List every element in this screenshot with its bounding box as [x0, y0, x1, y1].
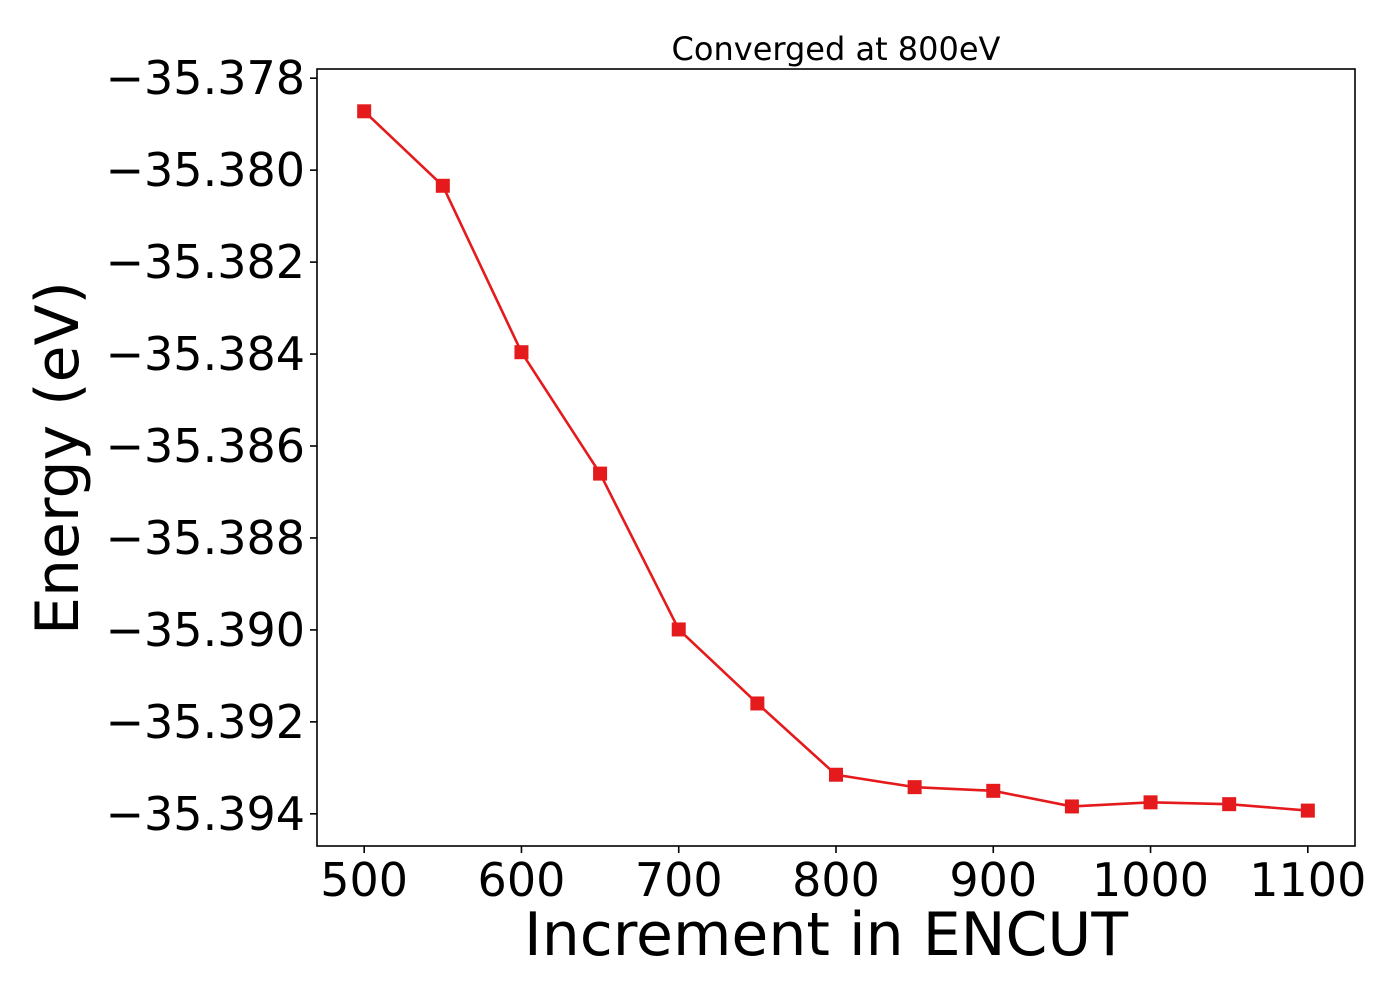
y-tick-label: −35.380 [106, 143, 306, 197]
data-point [907, 780, 922, 795]
data-point [986, 783, 1001, 798]
x-tick-label: 600 [478, 853, 566, 907]
x-tick-label: 1000 [1092, 853, 1209, 907]
plot-area [357, 104, 1315, 818]
y-tick-label: −35.384 [106, 327, 306, 381]
data-point [1222, 797, 1237, 812]
y-axis-label: Energy (eV) [23, 281, 93, 635]
data-point [514, 345, 529, 360]
data-point [435, 178, 450, 193]
x-tick-label: 800 [792, 853, 880, 907]
y-tick-label: −35.378 [106, 51, 306, 105]
y-tick-label: −35.392 [106, 695, 306, 749]
data-point [1143, 795, 1158, 810]
data-point [1300, 803, 1315, 818]
y-tick-label: −35.382 [106, 235, 306, 289]
x-tick-label: 1100 [1249, 853, 1366, 907]
y-tick-label: −35.388 [106, 511, 306, 565]
y-axis: −35.378 −35.380 −35.382 −35.384 −35.386 −35.3… [106, 51, 317, 841]
data-point [671, 622, 686, 637]
x-axis: 500 600 700 800 900 1000 1100 [320, 846, 1366, 907]
data-point [593, 466, 608, 481]
chart-title: Converged at 800eV [672, 30, 1001, 68]
data-point [357, 104, 372, 119]
data-point [750, 696, 765, 711]
data-point [1064, 799, 1079, 814]
data-point [829, 767, 843, 782]
x-axis-label: Increment in ENCUT [524, 900, 1128, 970]
y-tick-label: −35.394 [106, 787, 306, 841]
x-tick-label: 500 [320, 853, 408, 907]
x-tick-label: 700 [635, 853, 723, 907]
x-tick-label: 900 [949, 853, 1037, 907]
y-tick-label: −35.386 [106, 419, 306, 473]
y-tick-label: −35.390 [106, 603, 306, 657]
